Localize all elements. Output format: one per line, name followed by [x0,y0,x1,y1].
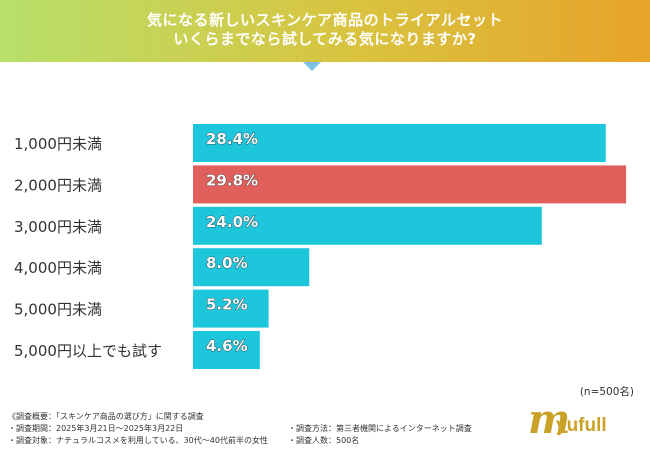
value-label: 29.8% [206,171,258,189]
logo-wordmark: yufull [556,415,607,436]
chart-title-line-2: いくらまでなら試してみる気になりますか? [173,30,477,48]
note-method: ・調査方法：第三者機関によるインターネット調査 [288,424,472,433]
banner-pointer-triangle [303,62,321,71]
note-people: ・調査人数：500名 [288,436,360,445]
category-label: 2,000円未満 [14,176,102,194]
category-label: 5,000円未満 [14,301,102,319]
value-label: 5.2% [206,296,248,314]
myufull-logo: m yufull [528,396,638,444]
chart-title-banner: 気になる新しいスキンケア商品のトライアルセット いくらまでなら試してみる気になり… [0,0,650,62]
bar [193,331,260,369]
chart-title-line-1: 気になる新しいスキンケア商品のトライアルセット [147,11,503,29]
sample-size-label: (n=500名) [579,386,634,398]
note-period: ・調査期間：2025年3月21日～2025年3月22日 [8,424,184,433]
category-label: 1,000円未満 [14,135,102,153]
bar [193,289,269,328]
logo-mark: m [528,396,571,443]
value-label: 4.6% [206,337,248,355]
category-label: 3,000円未満 [14,218,102,236]
note-target: ・調査対象：ナチュラルコスメを利用している、30代～40代前半の女性 [8,436,268,445]
bar [193,165,627,204]
note-overview: 《調査概要：「スキンケア商品の選び方」に関する調査 [8,412,204,421]
category-label: 4,000円未満 [14,259,102,277]
bar [193,124,606,162]
value-label: 24.0% [206,213,258,231]
value-label: 8.0% [206,254,248,272]
bar [193,248,310,287]
bar [193,206,542,245]
category-label: 5,000円以上でも試す [14,342,162,360]
value-label: 28.4% [206,130,258,148]
